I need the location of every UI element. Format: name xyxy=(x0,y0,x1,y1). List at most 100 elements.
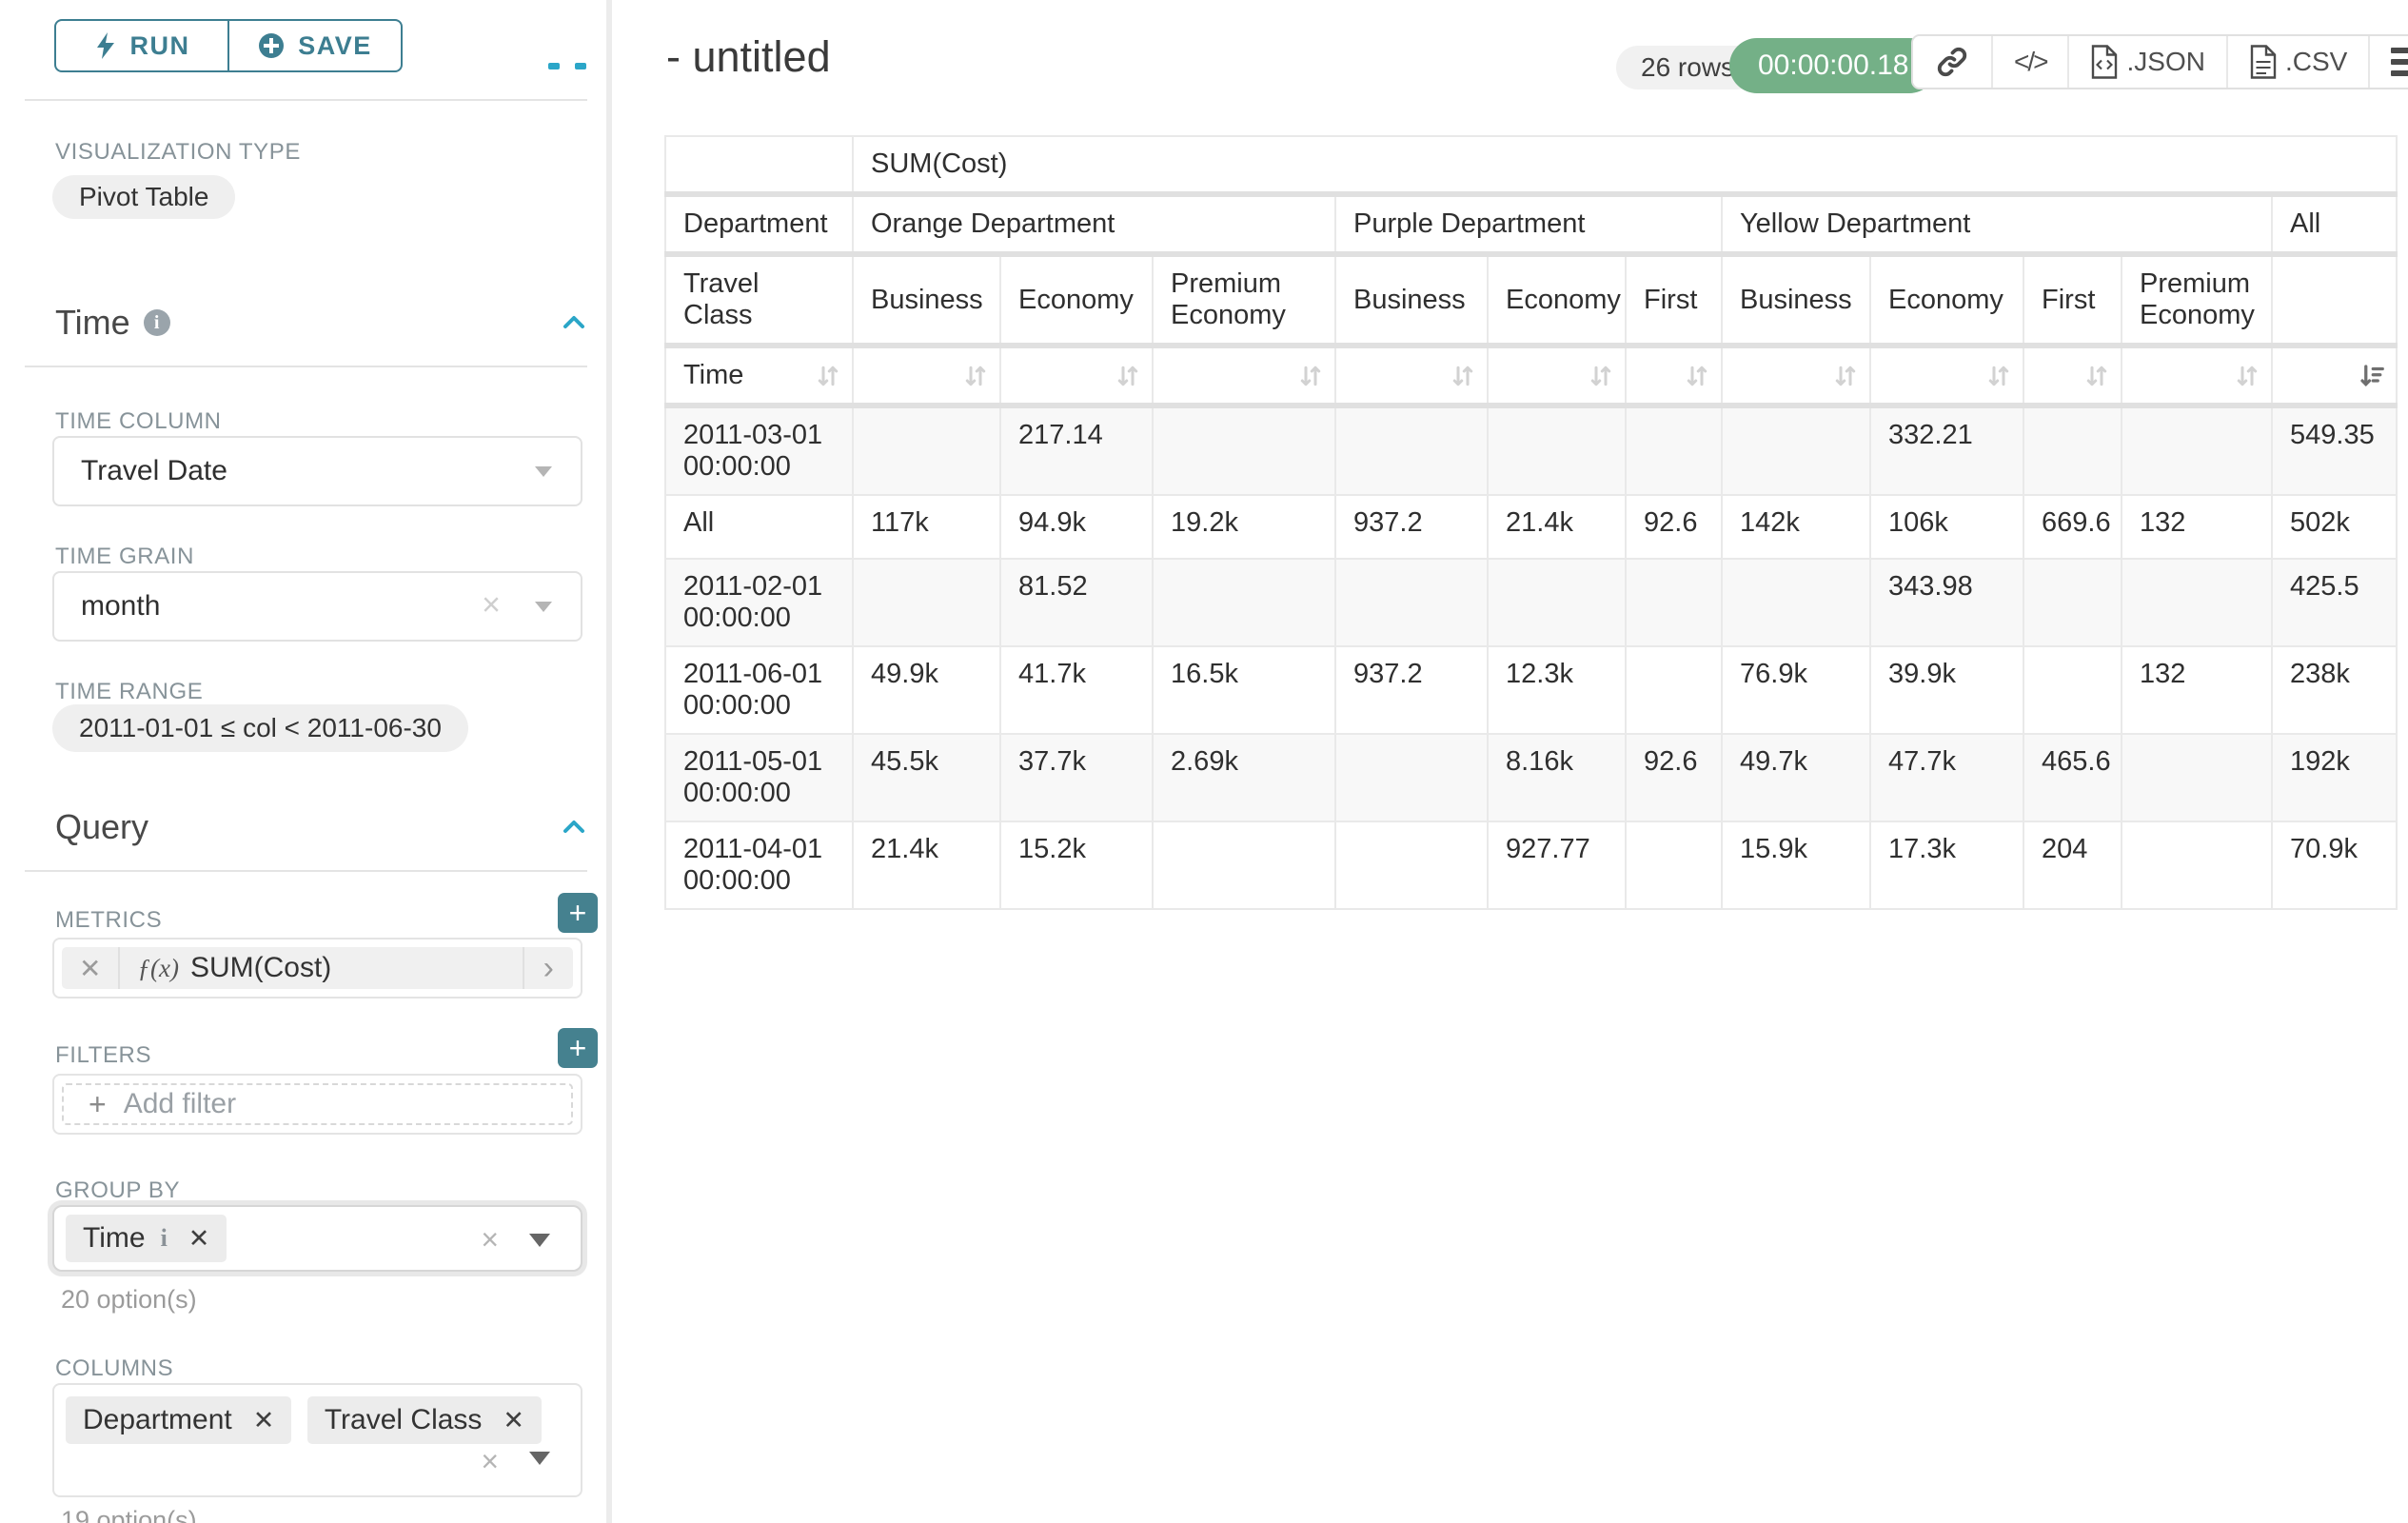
pivot-table-container: SUM(Cost) Department Orange Department Purp… xyxy=(664,135,2398,910)
export-json-button[interactable]: .JSON xyxy=(2069,36,2228,88)
group-by-tag[interactable]: Time i ✕ xyxy=(66,1215,227,1262)
expand-metric-icon[interactable]: › xyxy=(543,949,554,986)
department-group-header: Orange Department xyxy=(852,193,1336,257)
clear-icon[interactable]: × xyxy=(481,1444,499,1478)
value-cell: 465.6 xyxy=(2023,733,2122,822)
columns-tag[interactable]: Department ✕ xyxy=(66,1396,292,1444)
value-cell: 15.9k xyxy=(1721,821,1871,910)
value-cell: 217.14 xyxy=(999,405,1154,496)
remove-tag-icon[interactable]: ✕ xyxy=(188,1223,210,1253)
time-grain-select[interactable]: month × xyxy=(52,571,582,642)
clear-icon[interactable]: × xyxy=(482,586,501,623)
sort-header-cell xyxy=(2121,345,2273,408)
file-text-icon xyxy=(2250,45,2277,79)
travel-class-header: Economy xyxy=(1487,253,1627,348)
collapse-query-section-icon[interactable] xyxy=(560,813,588,841)
columns-select[interactable]: Department ✕ Travel Class ✕ × xyxy=(52,1383,582,1497)
sort-desc-icon[interactable] xyxy=(2358,362,2386,390)
corner-cell xyxy=(664,135,854,197)
pivot-table: SUM(Cost) Department Orange Department Purp… xyxy=(664,135,2398,910)
group-by-select[interactable]: Time i ✕ × xyxy=(52,1205,582,1272)
value-cell xyxy=(2121,558,2273,647)
sort-icon[interactable] xyxy=(961,362,990,390)
sort-header-cell xyxy=(1721,345,1871,408)
lightning-icon xyxy=(96,32,114,59)
table-row: 2011-05-01 00:00:00 45.5k 37.7k 2.69k 8.16k 9… xyxy=(664,733,2398,822)
sort-icon[interactable] xyxy=(1831,362,1860,390)
value-cell: 19.2k xyxy=(1152,494,1336,560)
department-group-header: Purple Department xyxy=(1334,193,1723,257)
collapse-caret-fragment-icon xyxy=(575,63,586,69)
query-timer-badge: 00:00:00.18 xyxy=(1729,38,1938,93)
value-cell: 92.6 xyxy=(1625,733,1723,822)
sort-header-cell xyxy=(852,345,1001,408)
value-cell: 132 xyxy=(2121,494,2273,560)
metrics-field: ✕ ƒ(x) SUM(Cost) › xyxy=(52,938,582,999)
travel-class-header xyxy=(2270,253,2398,348)
value-cell: 132 xyxy=(2121,645,2273,735)
save-button[interactable]: SAVE xyxy=(228,19,403,72)
sort-header-cell xyxy=(1152,345,1336,408)
value-cell: 502k xyxy=(2270,494,2398,560)
sort-icon[interactable] xyxy=(1449,362,1477,390)
sort-icon[interactable] xyxy=(2082,362,2111,390)
value-cell: 238k xyxy=(2270,645,2398,735)
value-cell xyxy=(1152,558,1336,647)
table-row: 2011-04-01 00:00:00 21.4k 15.2k 927.77 15.9k… xyxy=(664,821,2398,910)
value-cell: 425.5 xyxy=(2270,558,2398,647)
sort-header-cell xyxy=(999,345,1154,408)
value-cell: 8.16k xyxy=(1487,733,1627,822)
column-dimension-header: Department xyxy=(664,193,854,257)
travel-class-header: Business xyxy=(852,253,1001,348)
group-by-options-hint: 20 option(s) xyxy=(61,1285,197,1314)
remove-metric-icon[interactable]: ✕ xyxy=(79,953,102,983)
remove-tag-icon[interactable]: ✕ xyxy=(252,1405,275,1434)
visualization-type-value[interactable]: Pivot Table xyxy=(52,175,236,219)
menu-button[interactable] xyxy=(2370,36,2408,88)
travel-class-header: First xyxy=(1625,253,1723,348)
sort-icon[interactable] xyxy=(1296,362,1325,390)
metric-name: SUM(Cost) xyxy=(189,952,332,983)
value-cell: 192k xyxy=(2270,733,2398,822)
filters-label: FILTERS xyxy=(55,1042,152,1068)
panel-divider xyxy=(606,0,612,1523)
metric-item[interactable]: ✕ ƒ(x) SUM(Cost) › xyxy=(62,947,573,989)
value-cell: 937.2 xyxy=(1334,645,1489,735)
value-cell: 15.2k xyxy=(999,821,1154,910)
dropdown-arrow-icon[interactable] xyxy=(529,1452,550,1465)
sort-icon[interactable] xyxy=(1114,362,1142,390)
run-button[interactable]: RUN xyxy=(54,19,228,72)
collapse-time-section-icon[interactable] xyxy=(560,308,588,337)
add-filter-dropzone[interactable]: + Add filter xyxy=(62,1083,573,1125)
table-row: 2011-06-01 00:00:00 49.9k 41.7k 16.5k 937.2 1… xyxy=(664,645,2398,735)
time-range-value[interactable]: 2011-01-01 ≤ col < 2011-06-30 xyxy=(52,704,468,752)
dropdown-arrow-icon[interactable] xyxy=(529,1234,550,1247)
travel-class-header: Business xyxy=(1334,253,1489,348)
add-filter-button[interactable]: + xyxy=(558,1028,598,1068)
travel-class-header: First xyxy=(2023,253,2122,348)
sort-icon[interactable] xyxy=(1984,362,2013,390)
chart-title[interactable]: - untitled xyxy=(666,32,831,81)
copy-link-button[interactable] xyxy=(1913,36,1993,88)
columns-tag[interactable]: Travel Class ✕ xyxy=(306,1396,543,1444)
embed-code-button[interactable]: </> xyxy=(1993,36,2070,88)
travel-class-header: Premium Economy xyxy=(2121,253,2273,348)
value-cell: 70.9k xyxy=(2270,821,2398,910)
value-cell xyxy=(2023,558,2122,647)
value-cell xyxy=(2121,733,2273,822)
sort-icon[interactable] xyxy=(1683,362,1711,390)
sort-icon[interactable] xyxy=(1587,362,1615,390)
sort-header-cell xyxy=(1334,345,1489,408)
sort-icon[interactable] xyxy=(814,362,842,390)
value-cell xyxy=(2121,821,2273,910)
time-column-select[interactable]: Travel Date xyxy=(52,436,582,506)
value-cell: 39.9k xyxy=(1869,645,2024,735)
row-dimension-header: Time xyxy=(664,345,854,408)
export-csv-button[interactable]: .CSV xyxy=(2227,36,2371,88)
value-cell: 204 xyxy=(2023,821,2122,910)
add-metric-button[interactable]: + xyxy=(558,893,598,933)
remove-tag-icon[interactable]: ✕ xyxy=(503,1405,525,1434)
sort-icon[interactable] xyxy=(2233,362,2261,390)
clear-icon[interactable]: × xyxy=(481,1222,499,1256)
visualization-type-label: VISUALIZATION TYPE xyxy=(55,139,301,165)
